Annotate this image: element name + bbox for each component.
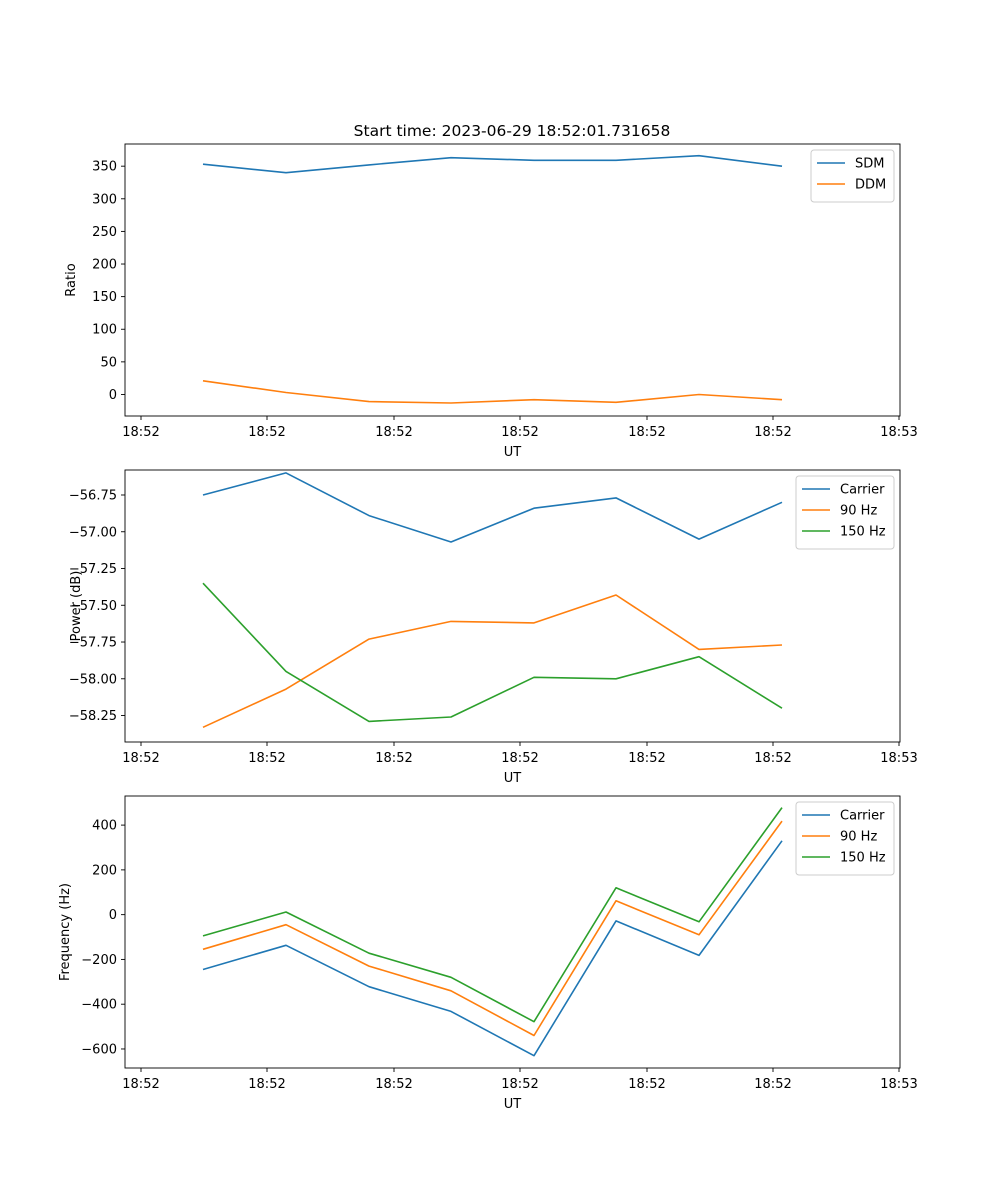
x-tick-label: 18:52	[754, 1077, 791, 1092]
x-axis-label: UT	[504, 1097, 522, 1112]
x-tick-label: 18:53	[880, 1077, 917, 1092]
y-tick-label: −57.00	[69, 525, 117, 540]
chart-panel-3: 18:52 18:52 18:52 18:52 18:52 18:52 18:53 −600 −…	[58, 795, 918, 1112]
legend-label: 150 Hz	[840, 525, 886, 540]
y-tick-label: 250	[92, 225, 117, 240]
x-tick-label: 18:52	[122, 425, 159, 440]
x-tick-label: 18:52	[628, 1077, 665, 1092]
series-line-sdm	[202, 154, 783, 174]
y-tick-label: 50	[100, 355, 117, 370]
x-tick-label: 18:52	[375, 425, 412, 440]
series-line-90-hz	[202, 820, 783, 1037]
y-tick-label: −400	[81, 998, 117, 1013]
axes-frame	[124, 795, 901, 1069]
y-tick-label: −200	[81, 953, 117, 968]
legend-label: DDM	[855, 178, 886, 193]
y-tick-label: −57.75	[69, 636, 117, 651]
series-line-carrier	[202, 840, 783, 1057]
y-tick-label: 200	[92, 863, 117, 878]
y-tick-label: −58.25	[69, 709, 117, 724]
x-tick-label: 18:52	[754, 425, 791, 440]
axes-frame	[124, 143, 901, 417]
x-tick-label: 18:52	[122, 751, 159, 766]
x-tick-label: 18:52	[375, 1077, 412, 1092]
axes-frame	[124, 469, 901, 743]
legend-label: 90 Hz	[840, 830, 877, 845]
panels: 18:52 18:52 18:52 18:52 18:52 18:52 18:53 0 50 10…	[58, 143, 918, 1112]
x-tick-label: 18:52	[754, 751, 791, 766]
y-tick-label: −57.50	[69, 599, 117, 614]
y-tick-label: 200	[92, 258, 117, 273]
x-tick-label: 18:52	[501, 425, 538, 440]
chart-panel-2: 18:52 18:52 18:52 18:52 18:52 18:52 18:53 −58.2…	[69, 469, 918, 786]
x-tick-label: 18:52	[501, 1077, 538, 1092]
chart-panel-1: 18:52 18:52 18:52 18:52 18:52 18:52 18:53 0 50 10…	[64, 143, 918, 460]
x-tick-label: 18:52	[501, 751, 538, 766]
y-tick-label: −58.00	[69, 672, 117, 687]
legend-label: 90 Hz	[840, 504, 877, 519]
x-tick-label: 18:52	[122, 1077, 159, 1092]
y-tick-label: 0	[109, 908, 117, 923]
legend: SDM DDM	[810, 149, 895, 203]
x-tick-label: 18:52	[248, 751, 285, 766]
x-axis-label: UT	[504, 771, 522, 786]
y-tick-label: 150	[92, 290, 117, 305]
series-line-150-hz	[202, 582, 783, 723]
x-tick-label: 18:53	[880, 425, 917, 440]
legend: Carrier 90 Hz 150 Hz	[795, 801, 895, 876]
y-tick-label: 100	[92, 323, 117, 338]
series-line-carrier	[202, 472, 783, 543]
series-line-ddm	[202, 380, 783, 404]
y-tick-label: −600	[81, 1042, 117, 1057]
legend-label: Carrier	[840, 809, 885, 824]
y-axis-label: Frequency (Hz)	[58, 883, 73, 981]
legend-label: Carrier	[840, 483, 885, 498]
x-tick-label: 18:52	[628, 425, 665, 440]
y-tick-label: −57.25	[69, 562, 117, 577]
y-tick-label: 0	[109, 388, 117, 403]
legend-label: SDM	[855, 157, 884, 172]
series-line-90-hz	[202, 594, 783, 729]
legend: Carrier 90 Hz 150 Hz	[795, 475, 895, 550]
x-tick-label: 18:52	[248, 1077, 285, 1092]
y-axis-label: Power (dB)	[69, 571, 84, 642]
y-tick-label: 350	[92, 160, 117, 175]
x-tick-label: 18:52	[375, 751, 412, 766]
x-tick-label: 18:52	[248, 425, 285, 440]
y-tick-label: −56.75	[69, 488, 117, 503]
x-axis-label: UT	[504, 445, 522, 460]
x-tick-label: 18:52	[628, 751, 665, 766]
figure-title: Start time: 2023-06-29 18:52:01.731658	[354, 122, 671, 140]
series-line-150-hz	[202, 807, 783, 1023]
y-tick-label: 300	[92, 192, 117, 207]
legend-label: 150 Hz	[840, 851, 886, 866]
y-tick-label: 400	[92, 819, 117, 834]
x-tick-label: 18:53	[880, 751, 917, 766]
y-axis-label: Ratio	[64, 263, 79, 296]
